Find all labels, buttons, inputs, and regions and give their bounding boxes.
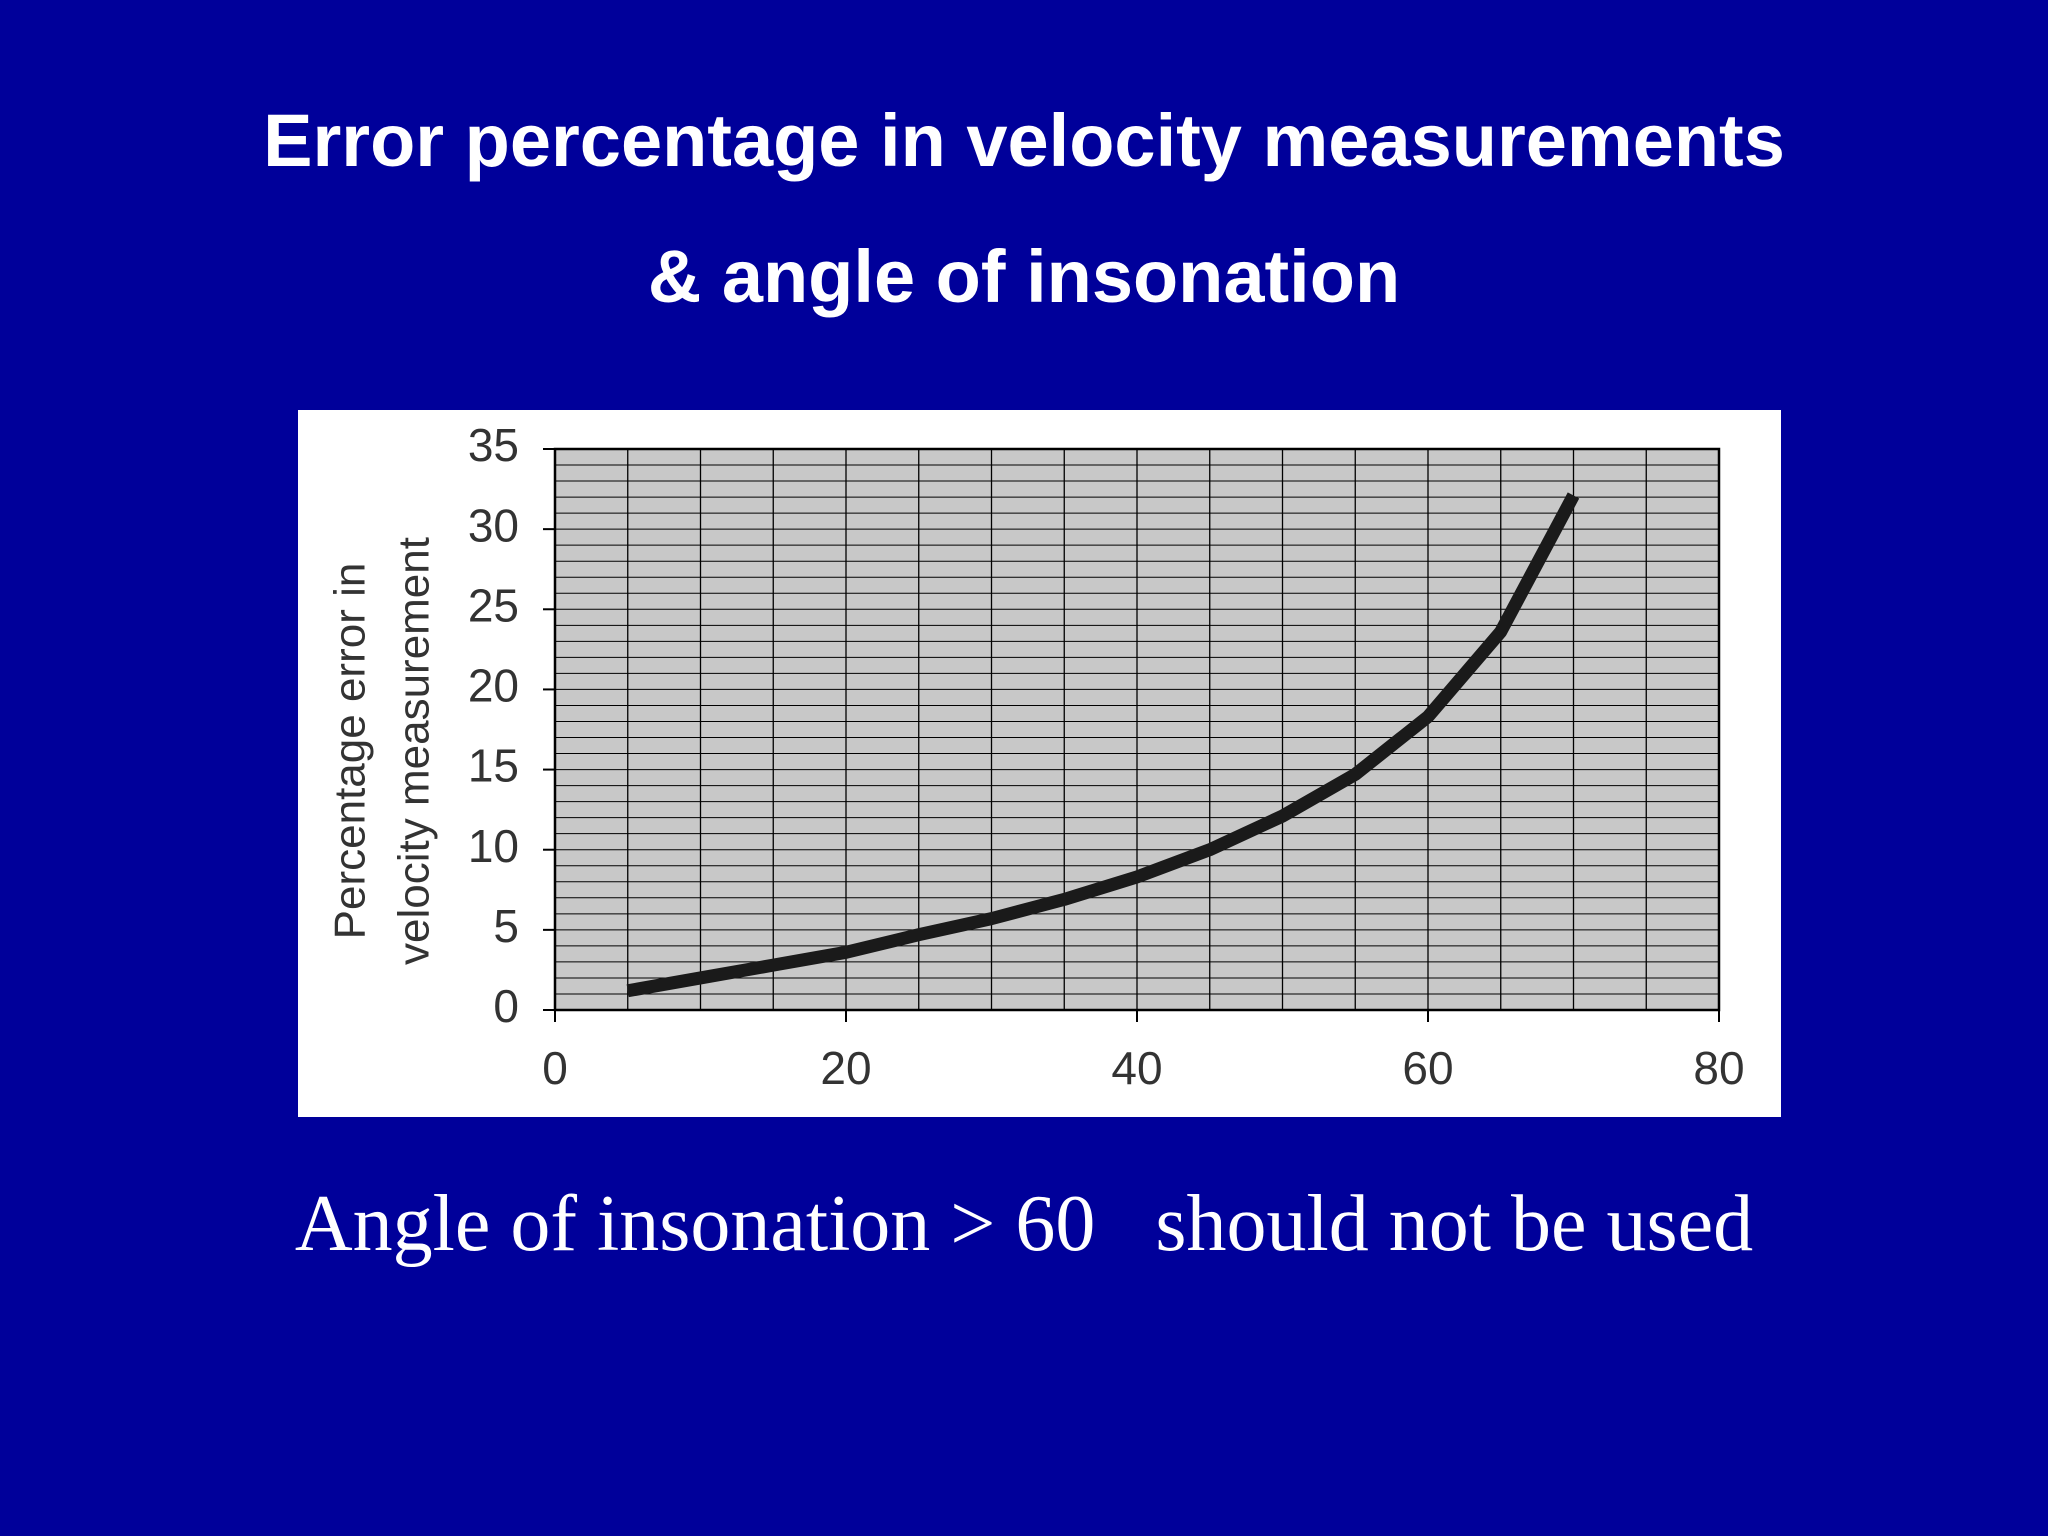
- caption: Angle of insonation > 60 should not be u…: [295, 1180, 1753, 1268]
- y-tick-label: 10: [468, 820, 519, 872]
- y-tick-label: 15: [468, 740, 519, 792]
- y-tick-label: 30: [468, 499, 519, 551]
- y-axis-label-line: velocity measurement: [390, 537, 439, 965]
- slide-title: Error percentage in velocity measurement…: [263, 99, 1785, 182]
- x-tick-label: 0: [542, 1042, 568, 1094]
- data-line: [626, 492, 1580, 998]
- y-tick-label: 5: [493, 900, 519, 952]
- x-tick-label: 40: [1111, 1042, 1162, 1094]
- x-tick-label: 80: [1693, 1042, 1744, 1094]
- y-axis-label-line: Percentage error in: [326, 563, 375, 940]
- slide-title: & angle of insonation: [648, 235, 1400, 318]
- y-tick-label: 0: [493, 980, 519, 1032]
- y-tick-label: 35: [468, 419, 519, 471]
- y-tick-label: 20: [468, 660, 519, 712]
- y-axis-label: Percentage error in velocity measurement: [326, 537, 439, 965]
- x-tick-label: 60: [1402, 1042, 1453, 1094]
- y-tick-label: 25: [468, 579, 519, 631]
- x-tick-label: 20: [820, 1042, 871, 1094]
